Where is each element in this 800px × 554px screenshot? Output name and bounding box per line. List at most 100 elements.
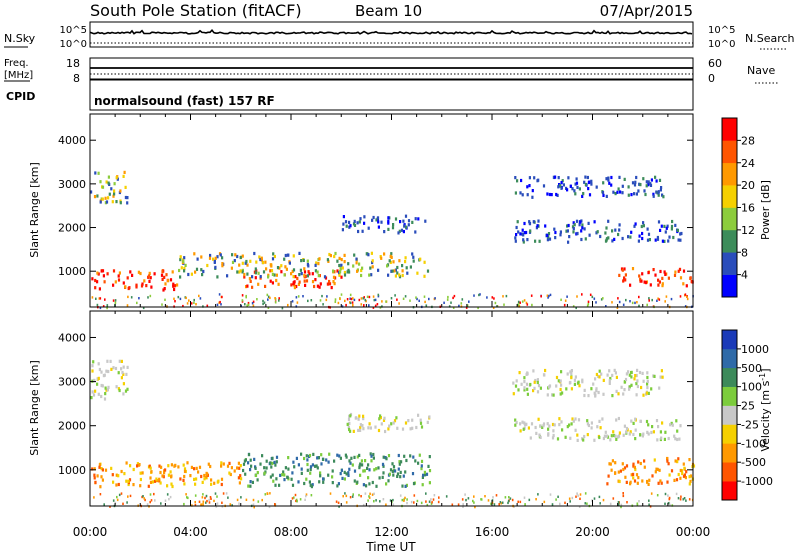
echo-cell [396, 271, 399, 275]
echo-cell [216, 275, 219, 279]
echo-cell [221, 264, 224, 268]
echo-cell [619, 469, 622, 473]
echo-cell [180, 266, 183, 270]
echo-cell [576, 492, 578, 495]
echo-cell [655, 419, 659, 423]
echo-cell [637, 189, 640, 193]
echo-cell [630, 473, 633, 477]
echo-cell [357, 229, 360, 234]
echo-cell [651, 474, 654, 478]
echo-cell [599, 426, 602, 430]
echo-cell [186, 496, 188, 499]
echo-cell [245, 296, 247, 299]
echo-cell [292, 275, 295, 279]
echo-cell [649, 182, 652, 186]
echo-cell [391, 269, 394, 273]
echo-cell [331, 481, 334, 485]
echo-cell [525, 382, 529, 386]
echo-cell [160, 465, 163, 469]
echo-cell [283, 478, 286, 482]
echo-cell [666, 459, 669, 463]
echo-cell [116, 498, 119, 502]
echo-cell [277, 282, 280, 286]
echo-cell [172, 282, 175, 286]
echo-cell [556, 193, 559, 197]
echo-cell [194, 503, 197, 507]
echo-cell [517, 500, 519, 503]
echo-cell [282, 470, 285, 474]
echo-cell [126, 501, 128, 504]
echo-cell [680, 495, 682, 498]
echo-cell [635, 373, 638, 378]
echo-cell [679, 498, 682, 501]
echo-cell [650, 430, 653, 435]
cpid-label: CPID [6, 90, 35, 103]
echo-cell [673, 273, 677, 277]
echo-cell [542, 424, 545, 428]
echo-cell [657, 191, 660, 195]
echo-cell [150, 499, 153, 502]
echo-cell [385, 457, 388, 461]
echo-cell [511, 498, 514, 502]
echo-cell [519, 422, 522, 426]
echo-cell [586, 175, 589, 180]
echo-cell [637, 476, 640, 480]
echo-cell [371, 260, 374, 265]
echo-cell [397, 231, 400, 235]
echo-cell [311, 483, 314, 487]
echo-cell [602, 181, 605, 185]
echo-cell [629, 235, 632, 239]
echo-cell [405, 483, 408, 487]
y-tick-label: 2000 [58, 222, 86, 235]
echo-cell [628, 387, 631, 391]
echo-cell [622, 392, 625, 396]
echo-cell [141, 471, 144, 475]
echo-cell [338, 273, 341, 277]
echo-cell [238, 466, 241, 470]
echo-cell [349, 297, 351, 300]
echo-cell [576, 433, 579, 437]
echo-cell [222, 462, 225, 466]
echo-cell [467, 497, 470, 500]
echo-cell [658, 298, 661, 301]
echo-cell [319, 474, 322, 478]
echo-cell [647, 232, 651, 236]
echo-cell [412, 455, 415, 459]
echo-cell [586, 502, 588, 505]
echo-cell [91, 467, 94, 471]
echo-cell [193, 301, 195, 304]
echo-cell [498, 503, 500, 506]
echo-cell [647, 432, 650, 436]
echo-cell [264, 260, 267, 264]
echo-cell [473, 501, 475, 504]
echo-cell [117, 482, 120, 487]
echo-cell [99, 180, 102, 184]
echo-cell [126, 387, 129, 391]
nave-tick-top: 60 [708, 57, 722, 70]
echo-cell [94, 286, 97, 290]
echo-cell [340, 293, 343, 296]
echo-cell [564, 501, 566, 504]
echo-cell [412, 259, 415, 263]
echo-cell [322, 303, 324, 306]
echo-cell [514, 418, 517, 422]
echo-cell [649, 283, 652, 287]
echo-cell [566, 425, 569, 429]
echo-cell [358, 220, 361, 224]
echo-cell [659, 375, 662, 379]
echo-cell [666, 456, 669, 461]
echo-cell [417, 413, 420, 417]
echo-cell [183, 266, 186, 271]
echo-cell [466, 304, 469, 307]
echo-cell [523, 299, 526, 302]
echo-cell [487, 499, 490, 502]
echo-cell [347, 425, 350, 429]
echo-cell [645, 391, 648, 395]
near-range-scatter [91, 293, 694, 310]
echo-cell [564, 435, 567, 439]
echo-cell [100, 269, 103, 273]
echo-cell [101, 478, 104, 482]
echo-cell [293, 496, 295, 499]
echo-cell [275, 477, 278, 481]
echo-cell [560, 420, 563, 424]
